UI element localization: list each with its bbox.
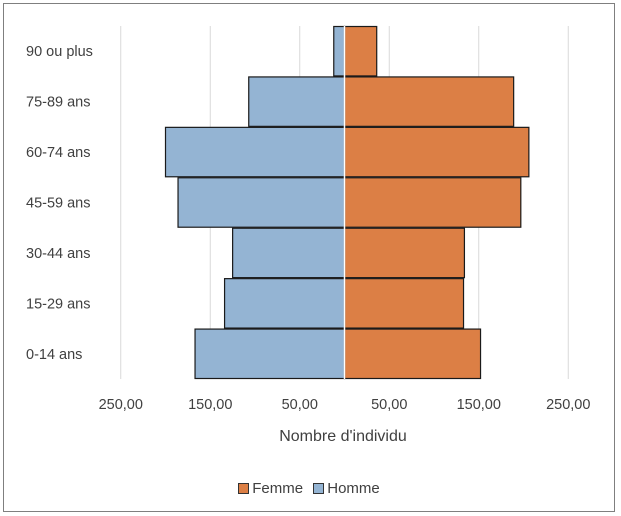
bar-homme-0 — [194, 328, 346, 380]
x-tick-label: 150,00 — [457, 397, 501, 413]
x-axis-labels: 250,00 150,00 50,00 50,00 150,00 250,00 — [99, 397, 591, 413]
legend: Femme Homme — [4, 480, 614, 498]
y-tick-label: 30-44 ans — [26, 246, 91, 262]
y-tick-label: 75-89 ans — [26, 95, 91, 111]
legend-label-homme: Homme — [327, 480, 380, 497]
x-tick-label: 50,00 — [282, 397, 318, 413]
bar-femme-4 — [343, 126, 530, 178]
legend-swatch-homme — [313, 483, 325, 494]
bar-femme-0 — [343, 328, 482, 380]
bar-homme-1 — [223, 278, 346, 329]
bar-homme-6 — [333, 25, 346, 77]
bar-homme-3 — [177, 177, 346, 228]
bar-homme-2 — [232, 227, 346, 279]
bar-femme-5 — [343, 76, 515, 127]
bar-homme-4 — [164, 126, 346, 178]
bar-femme-2 — [343, 227, 466, 279]
x-tick-label: 150,00 — [188, 397, 232, 413]
x-tick-label: 50,00 — [371, 397, 407, 413]
legend-item-homme: Homme — [313, 480, 380, 497]
y-tick-label: 15-29 ans — [26, 296, 91, 312]
bar-femme-3 — [343, 177, 522, 228]
legend-swatch-femme — [238, 483, 250, 494]
y-tick-label: 45-59 ans — [26, 196, 91, 212]
legend-label-femme: Femme — [252, 480, 304, 497]
bar-femme-6 — [343, 25, 378, 77]
x-axis-title: Nombre d'individu — [279, 428, 407, 445]
y-tick-label: 90 ou plus — [26, 44, 93, 60]
bar-femme-1 — [343, 278, 465, 329]
x-tick-label: 250,00 — [546, 397, 590, 413]
bar-homme-5 — [248, 76, 346, 127]
population-pyramid-chart: 0-14 ans 15-29 ans 30-44 ans 45-59 ans 60-74… — [26, 25, 591, 445]
y-tick-label: 60-74 ans — [26, 145, 91, 161]
legend-item-femme: Femme — [238, 480, 303, 497]
y-tick-label: 0-14 ans — [26, 347, 82, 363]
bars — [164, 25, 530, 380]
chart-frame: 0-14 ans 15-29 ans 30-44 ans 45-59 ans 60-74… — [3, 3, 615, 512]
x-tick-label: 250,00 — [99, 397, 143, 413]
y-axis-labels: 0-14 ans 15-29 ans 30-44 ans 45-59 ans 60-74… — [26, 44, 93, 363]
